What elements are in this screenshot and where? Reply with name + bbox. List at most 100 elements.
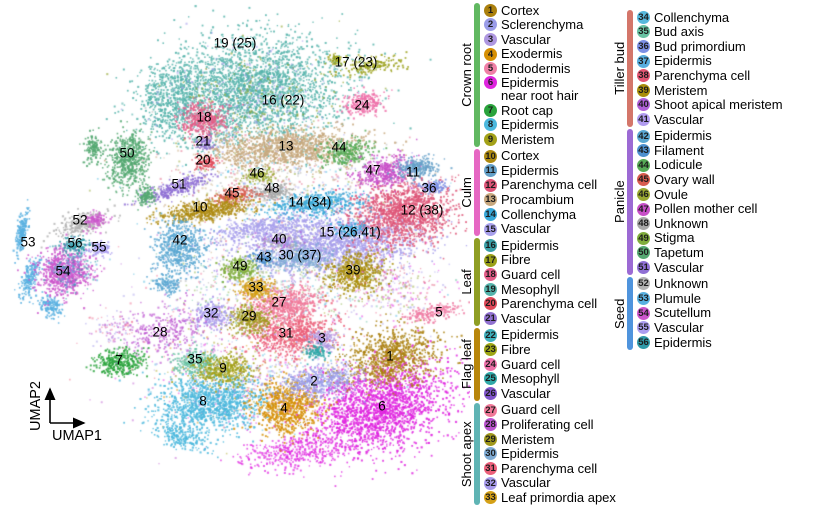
cluster-label-27: 27 (271, 294, 287, 310)
cluster-label-29: 29 (241, 308, 257, 324)
legend-item-50: 50 Tapetum (637, 246, 757, 261)
cluster-dot-20: 20 (484, 297, 497, 311)
cluster-label-17: 17 (23) (334, 54, 378, 70)
legend-item-text: Fibre (501, 342, 531, 358)
legend-group-bar (627, 128, 633, 275)
cluster-label-8: 8 (199, 393, 207, 409)
legend-item-8: 8 Epidermis (484, 118, 583, 133)
cluster-dot-25: 25 (484, 372, 497, 386)
legend-group-crown-root: Crown root 1 Cortex 2 Sclerenchyma 3 Vascular 4… (459, 3, 616, 147)
cluster-label-36: 36 (421, 180, 437, 196)
legend-group-bar (474, 402, 480, 505)
cluster-label-18: 18 (196, 109, 212, 125)
cluster-dot-8: 8 (484, 118, 497, 132)
legend-item-text: Parenchyma cell (501, 460, 598, 476)
legend-item-text: Epidermis (654, 53, 712, 69)
cluster-dot-31: 31 (484, 462, 497, 476)
legend-item-42: 42 Epidermis (637, 129, 757, 144)
legend-item-text: Ovule (654, 186, 688, 202)
legend-item-45: 45 Ovary wall (637, 173, 757, 188)
legend-item-38: 38 Parenchyma cell (637, 68, 783, 83)
cluster-label-43: 43 (256, 249, 272, 265)
legend-item-text: Bud primordium (654, 38, 746, 54)
legend-item-text: Epidermis near root hair (501, 74, 579, 104)
legend-item-55: 55 Vascular (637, 320, 712, 335)
legend-item-35: 35 Bud axis (637, 25, 783, 40)
legend-item-11: 11 Epidermis (484, 163, 597, 178)
legend-item-34: 34 Collenchyma (637, 10, 783, 25)
cluster-dot-12: 12 (484, 178, 497, 192)
legend-item-10: 10 Cortex (484, 149, 597, 164)
legend-group-shoot-apex: Shoot apex 27 Guard cell 28 Proliferating ce… (459, 402, 616, 505)
cluster-label-55: 55 (91, 239, 107, 255)
cluster-label-48: 48 (264, 180, 280, 196)
legend-item-text: Epidermis (501, 446, 559, 462)
cluster-dot-37: 37 (637, 54, 650, 68)
cluster-dot-28: 28 (484, 418, 497, 432)
legend-item-5: 5 Endodermis (484, 61, 583, 76)
cluster-label-24: 24 (354, 97, 370, 113)
cluster-label-11: 11 (405, 164, 421, 180)
cluster-dot-19: 19 (484, 282, 497, 296)
legend-column-left: Crown root 1 Cortex 2 Sclerenchyma 3 Vascular 4… (459, 3, 616, 507)
legend-item-26: 26 Vascular (484, 386, 560, 401)
cluster-label-53: 53 (20, 234, 36, 250)
cluster-dot-33: 33 (484, 491, 497, 505)
cluster-dot-44: 44 (637, 158, 650, 172)
cluster-dot-11: 11 (484, 164, 497, 178)
cluster-dot-9: 9 (484, 132, 497, 146)
cluster-label-12: 12 (38) (400, 202, 444, 218)
legend-group-bar (627, 276, 633, 350)
cluster-dot-48: 48 (637, 217, 650, 231)
legend-item-48: 48 Unknown (637, 216, 757, 231)
legend-item-19: 19 Mesophyll (484, 282, 597, 297)
legend-item-text: Collenchyma (501, 206, 577, 222)
cluster-label-46: 46 (249, 165, 265, 181)
legend-item-text: Endodermis (501, 60, 571, 76)
cluster-label-1: 1 (386, 348, 394, 364)
legend-item-20: 20 Parenchyma cell (484, 297, 597, 312)
legend-items: 34 Collenchyma 35 Bud axis 36 Bud primordium 3… (637, 10, 783, 127)
legend-item-text: Meristem (501, 131, 555, 147)
legend-group-bar (627, 10, 633, 127)
legend-group-tiller-bud: Tiller bud 34 Collenchyma 35 Bud axis 36 Bud p… (612, 10, 783, 127)
legend-item-text: Epidermis (501, 327, 559, 343)
cluster-label-52: 52 (72, 212, 88, 228)
legend-item-text: Sclerenchyma (501, 17, 584, 33)
legend-item-44: 44 Lodicule (637, 158, 757, 173)
legend-item-15: 15 Vascular (484, 222, 597, 237)
legend-item-text: Cortex (501, 148, 540, 164)
legend-items: 27 Guard cell 28 Proliferating cell 29 Merist… (484, 403, 616, 505)
legend-items: 1 Cortex 2 Sclerenchyma 3 Vascular 4 Exodermis 5… (484, 3, 583, 147)
cluster-dot-56: 56 (637, 335, 650, 349)
legend-item-18: 18 Guard cell (484, 268, 597, 283)
legend-item-14: 14 Collenchyma (484, 207, 597, 222)
legend-item-17: 17 Fibre (484, 253, 597, 268)
legend-item-text: Scutellum (654, 305, 712, 321)
legend-items: 10 Cortex 11 Epidermis 12 Parenchyma cell 13 Pr… (484, 149, 597, 237)
cluster-dot-2: 2 (484, 18, 497, 32)
cluster-dot-15: 15 (484, 222, 497, 236)
cluster-label-15: 15 (26,41) (319, 224, 381, 240)
legend-item-4: 4 Exodermis (484, 47, 583, 62)
cluster-label-2: 2 (310, 373, 318, 389)
legend-item-13: 13 Procambium (484, 193, 597, 208)
legend-group-label: Shoot apex (459, 421, 474, 487)
legend-item-text: Fibre (501, 252, 531, 268)
cluster-dot-43: 43 (637, 144, 650, 158)
umap2-axis-label: UMAP2 (28, 381, 44, 431)
cluster-label-4: 4 (280, 400, 288, 416)
cluster-label-54: 54 (55, 263, 71, 279)
cluster-label-40: 40 (271, 231, 287, 247)
legend-item-54: 54 Scutellum (637, 306, 712, 321)
legend-group-bar (474, 238, 480, 326)
legend-item-49: 49 Stigma (637, 231, 757, 246)
legend-item-text: Parenchyma cell (501, 177, 598, 193)
cluster-dot-26: 26 (484, 387, 497, 401)
cluster-label-42: 42 (172, 232, 188, 248)
legend-item-24: 24 Guard cell (484, 357, 560, 372)
legend-item-text: Vascular (654, 111, 704, 127)
legend-group-seed: Seed 52 Unknown 53 Plumule 54 Scutellum 55 Vascu… (612, 276, 783, 350)
cluster-dot-22: 22 (484, 328, 497, 342)
legend-item-text: Vascular (501, 31, 551, 47)
